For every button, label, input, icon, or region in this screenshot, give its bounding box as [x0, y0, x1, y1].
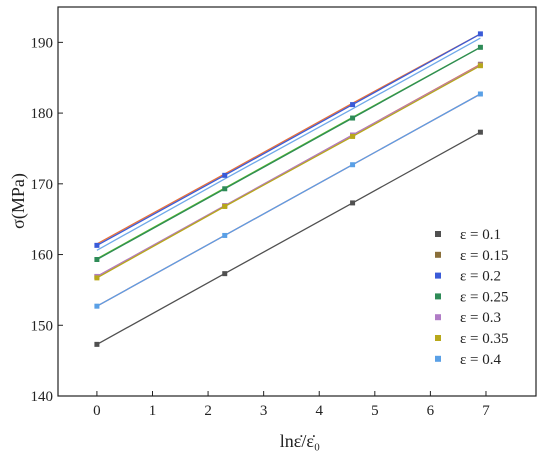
data-point	[222, 186, 228, 192]
legend-marker	[435, 335, 441, 341]
series-markers	[94, 31, 483, 347]
legend-marker	[435, 231, 441, 237]
data-point	[350, 133, 356, 139]
y-tick-label: 160	[31, 248, 54, 264]
legend-label: ε = 0.1	[460, 227, 501, 243]
legend-label: ε = 0.25	[460, 289, 509, 305]
y-tick-label: 150	[31, 318, 54, 334]
legend-label: ε = 0.2	[460, 269, 501, 285]
x-axis-ticks: 0 1 2 3 4 5 6 7	[93, 391, 490, 419]
x-tick-label: 5	[371, 403, 379, 419]
data-point	[222, 232, 228, 238]
legend-label: ε = 0.4	[460, 352, 502, 368]
data-point	[350, 115, 356, 121]
data-point	[222, 172, 228, 178]
legend-label: ε = 0.3	[460, 310, 501, 326]
series-line	[96, 33, 481, 246]
data-point	[94, 275, 100, 281]
data-point	[477, 91, 483, 97]
y-tick-label: 140	[31, 389, 54, 405]
data-point	[477, 129, 483, 135]
legend-label: ε = 0.35	[460, 331, 509, 347]
series-line	[96, 46, 481, 261]
legend: ε = 0.1 ε = 0.15 ε = 0.2 ε = 0.25 ε = 0.3 ε =…	[435, 227, 509, 368]
legend-marker	[435, 251, 441, 258]
y-axis-ticks: 140 150 160 170 180 190	[31, 35, 63, 405]
x-tick-label: 4	[315, 403, 323, 419]
data-point	[94, 242, 100, 248]
data-point	[350, 162, 356, 168]
data-point	[350, 200, 356, 206]
x-tick-label: 2	[204, 403, 212, 419]
x-tick-label: 3	[260, 403, 268, 419]
data-point	[477, 63, 483, 69]
y-tick-label: 170	[31, 177, 54, 193]
x-tick-label: 1	[149, 403, 157, 419]
series-line	[96, 131, 481, 345]
data-point	[222, 203, 228, 209]
series-lines	[96, 33, 481, 345]
x-axis-label: lnε̇/ε̇₀	[280, 431, 320, 451]
series-line	[96, 93, 481, 307]
fit-line	[96, 37, 481, 251]
y-tick-label: 180	[31, 106, 54, 122]
data-point	[350, 102, 356, 108]
data-point	[94, 256, 100, 262]
data-point	[94, 341, 100, 347]
legend-marker	[435, 314, 441, 321]
legend-marker	[435, 293, 441, 300]
y-tick-label: 190	[31, 35, 54, 51]
y-axis-label: σ(MPa)	[8, 173, 29, 229]
x-tick-label: 0	[93, 403, 101, 419]
series-line	[96, 65, 481, 279]
legend-marker	[435, 272, 441, 279]
plot-frame	[57, 6, 537, 397]
data-point	[222, 271, 228, 277]
series-line	[96, 64, 481, 278]
data-point	[477, 44, 483, 50]
x-tick-label: 7	[482, 403, 490, 419]
x-tick-label: 6	[427, 403, 435, 419]
legend-marker	[435, 355, 441, 362]
data-point	[477, 31, 483, 37]
data-point	[94, 303, 100, 309]
legend-label: ε = 0.15	[460, 248, 509, 264]
